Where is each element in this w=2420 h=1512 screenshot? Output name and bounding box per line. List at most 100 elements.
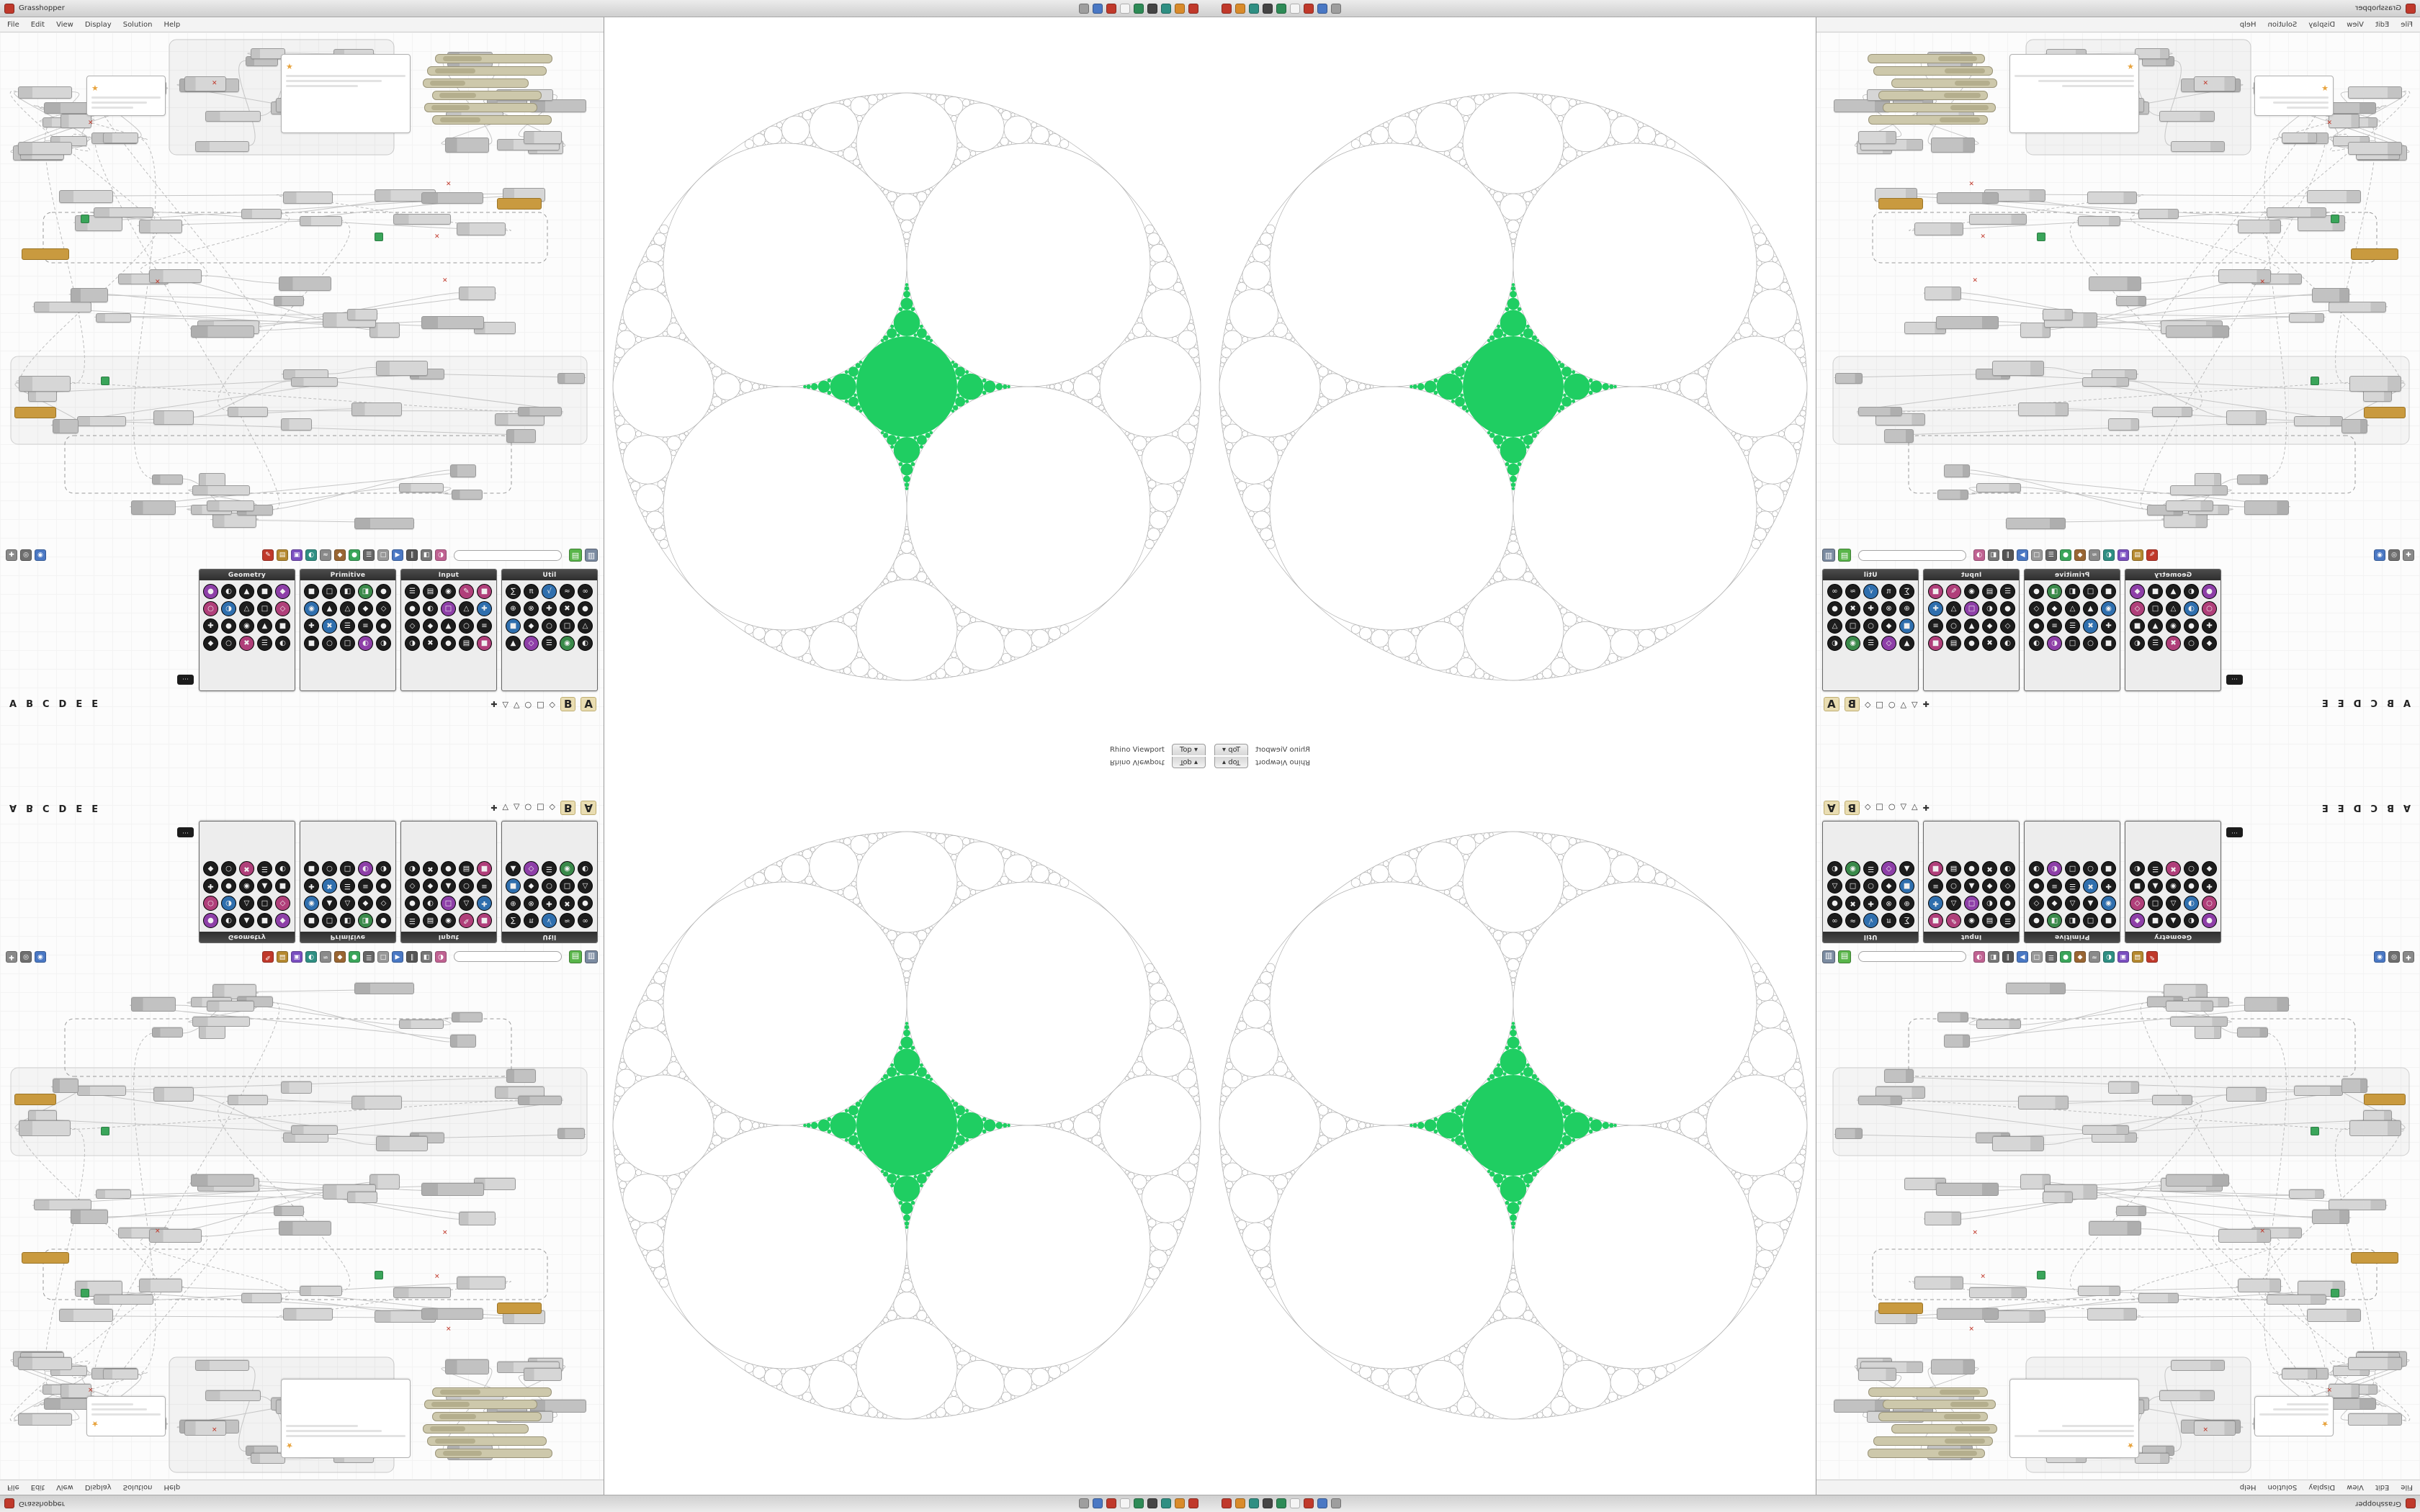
gh-node[interactable] [33,1199,92,1210]
component-icon[interactable]: ✚ [1928,601,1943,616]
component-icon[interactable]: ✚ [304,878,319,894]
component-icon[interactable]: ◑ [2184,896,2199,911]
menu-help[interactable]: Help [2239,1483,2257,1492]
gh-node[interactable] [2170,1359,2225,1372]
category-tab-c[interactable]: C [42,698,50,710]
viewport-tab-top[interactable]: Top ▾ [1171,757,1206,768]
boolean-toggle[interactable] [81,215,89,223]
component-icon[interactable]: ◆ [423,618,438,634]
menu-edit[interactable]: Edit [2375,20,2390,29]
gh-node[interactable] [206,1001,254,1012]
gh-node-warning[interactable] [1878,198,1923,210]
boolean-toggle[interactable] [2331,1289,2339,1297]
component-icon[interactable]: ○ [2184,636,2199,651]
gh-node[interactable] [2169,1017,2228,1027]
category-tab-d[interactable]: D [2353,698,2362,710]
grid-icon[interactable]: □ [377,951,389,963]
component-icon[interactable]: ◑ [2029,861,2044,876]
component-icon[interactable]: ▲ [1964,618,1979,634]
gh-node[interactable] [2306,190,2362,203]
gh-node[interactable] [1858,131,1896,144]
number-slider[interactable] [423,78,529,88]
component-icon[interactable]: ○ [459,618,474,634]
component-icon[interactable]: ☰ [340,878,355,894]
gh-node[interactable] [2169,485,2228,495]
gh-node[interactable] [96,312,132,323]
search-input[interactable] [1858,549,1966,561]
app-gray-icon[interactable] [1331,1498,1341,1509]
gh-node[interactable] [399,483,444,493]
gh-node[interactable] [281,1081,313,1094]
shape-tab-icon[interactable]: ✚ [490,803,498,813]
gh-node[interactable] [199,1025,226,1040]
gh-panel[interactable]: ★ [281,54,411,133]
gh-node[interactable] [351,1095,403,1110]
component-icon[interactable]: ■ [477,861,492,876]
gh-node[interactable] [2088,1220,2142,1236]
component-icon[interactable]: ◆ [2047,896,2062,911]
zoom-icon[interactable]: ◎ [20,549,32,561]
gh-node[interactable] [346,308,378,320]
gh-node[interactable] [2152,1095,2193,1106]
gh-node[interactable] [205,1390,261,1401]
wire-icon[interactable]: ≈ [320,549,331,561]
component-icon[interactable]: ∑ [506,913,521,928]
component-icon[interactable]: ◐ [578,636,593,651]
component-icon[interactable]: ☰ [2148,636,2163,651]
component-icon[interactable]: ◇ [524,636,539,651]
file-blue-icon[interactable]: ▥ [1822,549,1835,562]
component-icon[interactable]: π [1881,913,1896,928]
gh-node[interactable] [2266,1294,2327,1305]
component-icon[interactable]: ■ [2130,618,2145,634]
preview-icon[interactable]: ● [2060,951,2071,963]
gh-node[interactable] [518,1095,562,1106]
gh-node[interactable] [278,1220,332,1236]
zoom-icon[interactable]: ◎ [20,951,32,963]
component-icon[interactable]: ● [203,913,218,928]
component-icon[interactable]: ⊕ [1899,601,1914,616]
number-slider[interactable] [1883,103,1996,112]
gh-node-warning[interactable] [22,1252,69,1264]
gh-node[interactable] [33,302,92,313]
app-red-icon[interactable] [1106,3,1116,14]
gh-node[interactable] [506,1068,536,1083]
component-icon[interactable]: ○ [1863,878,1878,894]
component-icon[interactable]: □ [257,896,272,911]
number-slider[interactable] [432,115,552,125]
component-icon[interactable]: ● [578,896,593,911]
gh-node[interactable] [1935,315,1999,329]
app-white-icon[interactable] [1290,1498,1300,1509]
gh-node[interactable] [192,485,251,495]
component-icon[interactable]: ▲ [239,584,254,599]
gh-node[interactable] [19,376,71,392]
category-tab-e[interactable]: E [76,802,83,814]
component-icon[interactable]: ○ [2083,636,2098,651]
gh-node[interactable] [184,76,226,91]
component-icon[interactable]: ☰ [2148,861,2163,876]
number-slider[interactable] [1873,1436,1993,1446]
shape-tab-icon[interactable]: ○ [524,699,532,709]
component-icon[interactable]: ◉ [1845,861,1860,876]
component-icon[interactable]: ✚ [1863,601,1878,616]
component-icon[interactable]: ✖ [560,601,575,616]
app-teal-icon[interactable] [1161,1498,1171,1509]
component-icon[interactable]: ■ [1928,913,1943,928]
gh-node[interactable] [17,1413,72,1426]
gh-node[interactable] [1976,1019,2021,1029]
component-icon[interactable]: ✚ [203,618,218,634]
component-icon[interactable]: ▤ [459,636,474,651]
app-red-icon[interactable] [1304,3,1314,14]
app-green-icon[interactable] [1276,1498,1286,1509]
color-icon[interactable]: ◑ [1973,951,1985,963]
gh-node[interactable] [2236,1027,2268,1038]
gh-node[interactable] [191,325,254,338]
component-icon[interactable]: ● [578,601,593,616]
component-icon[interactable]: √ [1863,584,1878,599]
bake-icon[interactable]: ◆ [334,549,346,561]
component-icon[interactable]: ✎ [1946,584,1961,599]
component-icon[interactable]: ○ [322,861,337,876]
component-icon[interactable]: ■ [1899,618,1914,634]
component-icon[interactable]: ◆ [2130,584,2145,599]
category-tab-emphasis-b[interactable]: B [1844,697,1860,711]
component-icon[interactable]: ✚ [477,601,492,616]
